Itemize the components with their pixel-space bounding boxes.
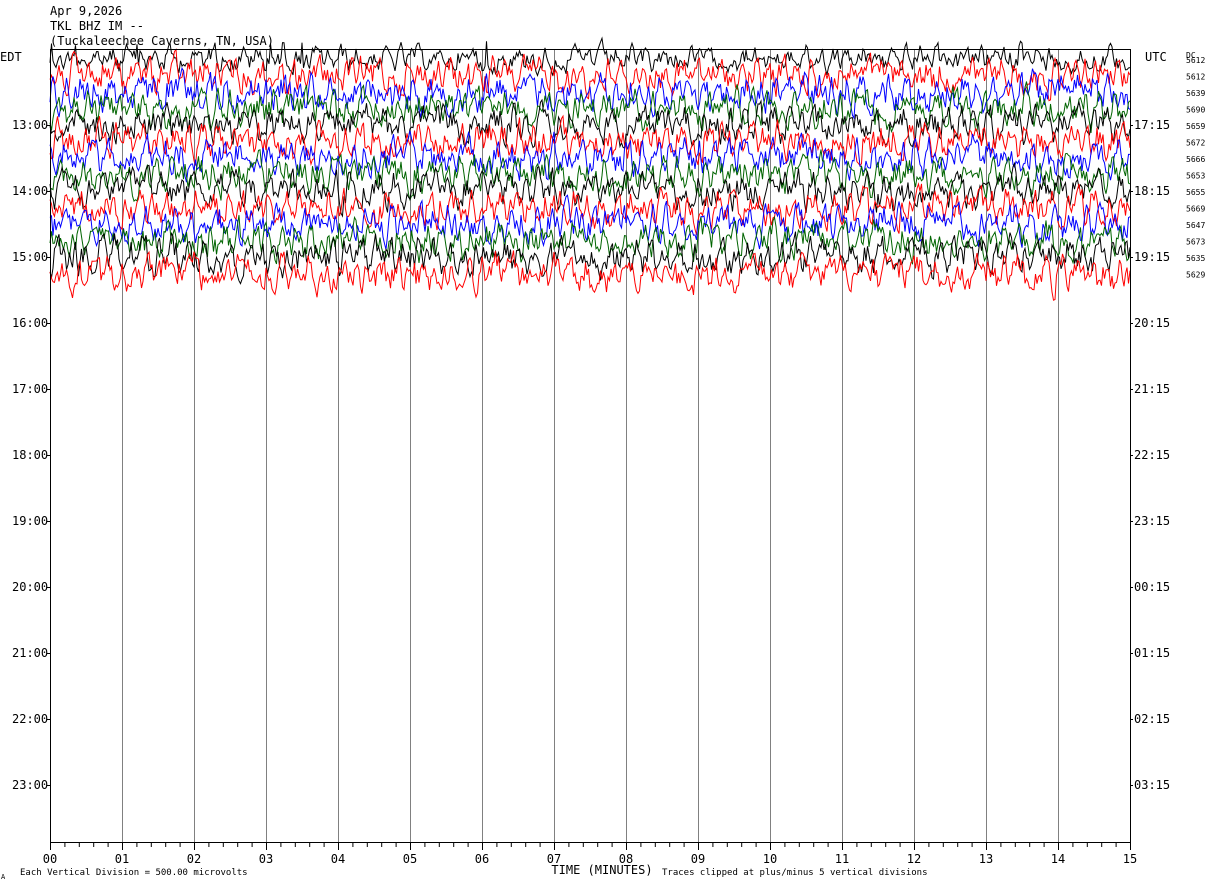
x-tick-label: 04 (331, 852, 345, 866)
right-hour-label: 18:15 (1134, 184, 1170, 198)
seismic-trace (49, 130, 1130, 184)
seismic-trace (49, 215, 1131, 265)
x-tick-label: 11 (835, 852, 849, 866)
header-station: TKL BHZ IM -- (50, 19, 144, 33)
dc-offset-label: 5639 (1186, 89, 1205, 98)
left-hour-label: 16:00 (12, 316, 48, 330)
left-hour-label: 19:00 (12, 514, 48, 528)
x-tick-label: 13 (979, 852, 993, 866)
dc-offset-label: 5669 (1186, 205, 1205, 214)
x-tick-label: 10 (763, 852, 777, 866)
x-tick-label: 01 (115, 852, 129, 866)
seismic-trace (49, 114, 1131, 167)
dc-offset-label: 5612 (1186, 73, 1205, 82)
left-hour-label: 21:00 (12, 646, 48, 660)
dc-offset-label: 5659 (1186, 122, 1205, 131)
x-tick-label: 02 (187, 852, 201, 866)
chart-traces (49, 36, 1131, 301)
seismic-trace (49, 231, 1131, 285)
right-hour-label: 19:15 (1134, 250, 1170, 264)
x-tick-label: 15 (1123, 852, 1137, 866)
x-axis-title: TIME (MINUTES) (551, 863, 652, 877)
right-hour-label: 01:15 (1134, 646, 1170, 660)
left-hour-label: 23:00 (12, 778, 48, 792)
seismic-trace (49, 182, 1131, 235)
x-tick-label: 09 (691, 852, 705, 866)
right-hour-label: 20:15 (1134, 316, 1170, 330)
dc-offset-label: 5655 (1186, 188, 1205, 197)
chart-axes: 5612 5612 5639 5690 5659 5672 5666 5653 5655 5669… (12, 49, 1205, 866)
dc-offset-label: 5690 (1186, 106, 1205, 115)
seismic-trace (49, 250, 1131, 301)
clip-note: Traces clipped at plus/minus 5 vertical … (662, 868, 928, 878)
seismic-trace (49, 48, 1131, 102)
left-hour-label: 22:00 (12, 712, 48, 726)
dc-offset-label: 5629 (1186, 271, 1205, 280)
right-hour-label: 22:15 (1134, 448, 1170, 462)
left-hour-label: 13:00 (12, 118, 48, 132)
dc-offset-label: 5673 (1186, 238, 1205, 247)
dc-offset-label: 5666 (1186, 155, 1205, 164)
right-hour-label: 03:15 (1134, 778, 1170, 792)
x-tick-label: 05 (403, 852, 417, 866)
seismic-trace (49, 161, 1131, 218)
dc-offset-label: 5647 (1186, 221, 1205, 230)
seismic-trace (49, 81, 1131, 134)
x-tick-label: 08 (619, 852, 633, 866)
right-hour-label: 00:15 (1134, 580, 1170, 594)
header-location: (Tuckaleechee Caverns, TN, USA) (50, 34, 274, 48)
dc-offset-label: 5635 (1186, 254, 1205, 263)
right-hour-label: 23:15 (1134, 514, 1170, 528)
left-hour-label: 15:00 (12, 250, 48, 264)
right-timezone-label: UTC (1145, 50, 1167, 64)
left-hour-label: 17:00 (12, 382, 48, 396)
seismic-trace (49, 149, 1131, 202)
vertical-division-note: Each Vertical Division = 500.00 microvol… (20, 868, 248, 878)
corner-mark: A (1, 873, 6, 881)
dc-header-label: DC (1186, 51, 1196, 60)
x-tick-label: 07 (547, 852, 561, 866)
x-tick-label: 03 (259, 852, 273, 866)
right-hour-label: 02:15 (1134, 712, 1170, 726)
dc-offset-label: 5612 (1186, 56, 1205, 65)
x-tick-label: 14 (1051, 852, 1065, 866)
dc-offset-label: 5653 (1186, 172, 1205, 181)
right-hour-label: 21:15 (1134, 382, 1170, 396)
left-timezone-label: EDT (0, 50, 22, 64)
seismic-trace (49, 66, 1131, 120)
x-tick-label: 12 (907, 852, 921, 866)
left-hour-label: 20:00 (12, 580, 48, 594)
right-hour-label: 17:15 (1134, 118, 1170, 132)
x-tick-label: 00 (43, 852, 57, 866)
left-hour-label: 18:00 (12, 448, 48, 462)
x-tick-label: 06 (475, 852, 489, 866)
dc-offset-label: 5672 (1186, 139, 1205, 148)
header-date: Apr 9,2026 (50, 4, 123, 18)
left-hour-label: 14:00 (12, 184, 48, 198)
seismic-trace (49, 194, 1131, 250)
seismic-trace (49, 98, 1131, 150)
